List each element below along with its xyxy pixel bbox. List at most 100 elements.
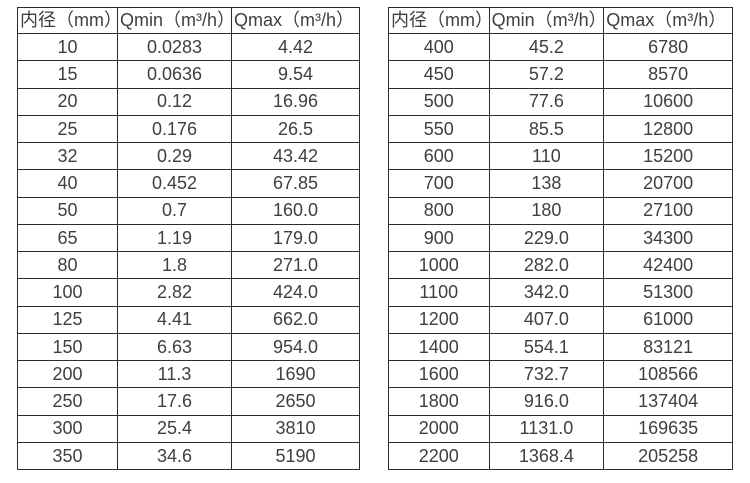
table-cell: 43.42 <box>231 141 360 171</box>
table-cell: 32 <box>17 141 118 171</box>
table-cell: 57.2 <box>488 60 605 89</box>
table-row: 200 11.3 1690 <box>17 359 360 389</box>
table-cell: 9.54 <box>231 60 360 89</box>
table-cell: 8570 <box>603 60 733 89</box>
column-header-qmin: Qmin（m³/h） <box>488 7 605 34</box>
table-cell: 600 <box>388 141 490 171</box>
table-cell: 4.41 <box>117 305 232 334</box>
table-cell: 25.4 <box>117 414 232 443</box>
table-cell: 271.0 <box>231 250 360 280</box>
table-cell: 1.19 <box>117 223 232 253</box>
table-cell: 205258 <box>603 441 733 471</box>
table-row: 150 6.63 954.0 <box>17 332 360 362</box>
table-cell: 45.2 <box>488 32 605 62</box>
table-row: 700 138 20700 <box>388 169 733 198</box>
table-cell: 137404 <box>603 387 733 416</box>
table-cell: 954.0 <box>231 332 360 362</box>
table-cell: 3810 <box>231 414 360 443</box>
table-cell: 2650 <box>231 387 360 416</box>
column-header-diameter: 内径（mm） <box>388 7 490 34</box>
table-cell: 25 <box>17 114 118 144</box>
table-cell: 20700 <box>603 169 733 198</box>
table-cell: 2200 <box>388 441 490 471</box>
table-row: 250 17.6 2650 <box>17 387 360 416</box>
table-cell: 27100 <box>603 196 733 225</box>
table-row: 400 45.2 6780 <box>388 32 733 62</box>
table-row: 1000 282.0 42400 <box>388 250 733 280</box>
table-row: 125 4.41 662.0 <box>17 305 360 334</box>
table-row: 10 0.0283 4.42 <box>17 32 360 62</box>
table-cell: 916.0 <box>488 387 605 416</box>
table-cell: 6780 <box>603 32 733 62</box>
table-row: 1600 732.7 108566 <box>388 359 733 389</box>
table-cell: 4.42 <box>231 32 360 62</box>
table-cell: 15 <box>17 60 118 89</box>
table-cell: 11.3 <box>117 359 232 389</box>
table-cell: 34.6 <box>117 441 232 471</box>
table-cell: 26.5 <box>231 114 360 144</box>
flow-spec-table-small-diameters: 内径（mm） Qmin（m³/h） Qmax（m³/h） 10 0.0283 4.4… <box>17 7 360 471</box>
table-cell: 1100 <box>388 278 490 307</box>
table-cell: 554.1 <box>488 332 605 362</box>
table-row: 2200 1368.4 205258 <box>388 441 733 471</box>
table-cell: 229.0 <box>488 223 605 253</box>
column-header-diameter: 内径（mm） <box>17 7 118 34</box>
table-body: 400 45.2 6780 450 57.2 8570 500 77.6 10600 550 85.… <box>388 32 733 471</box>
table-cell: 1400 <box>388 332 490 362</box>
table-header-row: 内径（mm） Qmin（m³/h） Qmax（m³/h） <box>17 7 360 34</box>
table-row: 2000 1131.0 169635 <box>388 414 733 443</box>
table-cell: 1600 <box>388 359 490 389</box>
table-cell: 0.7 <box>117 196 232 225</box>
table-cell: 17.6 <box>117 387 232 416</box>
table-row: 500 77.6 10600 <box>388 87 733 116</box>
table-row: 450 57.2 8570 <box>388 60 733 89</box>
table-cell: 40 <box>17 169 118 198</box>
table-cell: 138 <box>488 169 605 198</box>
table-cell: 400 <box>388 32 490 62</box>
table-cell: 250 <box>17 387 118 416</box>
table-row: 900 229.0 34300 <box>388 223 733 253</box>
table-cell: 1200 <box>388 305 490 334</box>
table-cell: 160.0 <box>231 196 360 225</box>
table-row: 15 0.0636 9.54 <box>17 60 360 89</box>
table-cell: 2.82 <box>117 278 232 307</box>
table-cell: 282.0 <box>488 250 605 280</box>
table-row: 40 0.452 67.85 <box>17 169 360 198</box>
table-cell: 662.0 <box>231 305 360 334</box>
table-cell: 407.0 <box>488 305 605 334</box>
table-cell: 15200 <box>603 141 733 171</box>
table-cell: 900 <box>388 223 490 253</box>
table-cell: 800 <box>388 196 490 225</box>
table-cell: 42400 <box>603 250 733 280</box>
table-body: 10 0.0283 4.42 15 0.0636 9.54 20 0.12 16.96 25 0.1… <box>17 32 360 471</box>
table-row: 25 0.176 26.5 <box>17 114 360 144</box>
table-row: 50 0.7 160.0 <box>17 196 360 225</box>
table-cell: 700 <box>388 169 490 198</box>
table-cell: 1.8 <box>117 250 232 280</box>
table-cell: 550 <box>388 114 490 144</box>
table-row: 550 85.5 12800 <box>388 114 733 144</box>
table-cell: 100 <box>17 278 118 307</box>
table-cell: 50 <box>17 196 118 225</box>
table-cell: 12800 <box>603 114 733 144</box>
table-cell: 1800 <box>388 387 490 416</box>
table-row: 20 0.12 16.96 <box>17 87 360 116</box>
table-row: 350 34.6 5190 <box>17 441 360 471</box>
table-cell: 1368.4 <box>488 441 605 471</box>
table-cell: 10 <box>17 32 118 62</box>
table-cell: 169635 <box>603 414 733 443</box>
table-row: 1200 407.0 61000 <box>388 305 733 334</box>
table-cell: 5190 <box>231 441 360 471</box>
table-cell: 110 <box>488 141 605 171</box>
table-cell: 34300 <box>603 223 733 253</box>
table-cell: 83121 <box>603 332 733 362</box>
table-cell: 1131.0 <box>488 414 605 443</box>
flow-spec-table-large-diameters: 内径（mm） Qmin（m³/h） Qmax（m³/h） 400 45.2 6780… <box>388 7 733 471</box>
table-cell: 125 <box>17 305 118 334</box>
table-row: 65 1.19 179.0 <box>17 223 360 253</box>
table-cell: 0.0636 <box>117 60 232 89</box>
table-cell: 0.29 <box>117 141 232 171</box>
table-cell: 350 <box>17 441 118 471</box>
column-header-qmax: Qmax（m³/h） <box>231 7 360 34</box>
table-cell: 342.0 <box>488 278 605 307</box>
